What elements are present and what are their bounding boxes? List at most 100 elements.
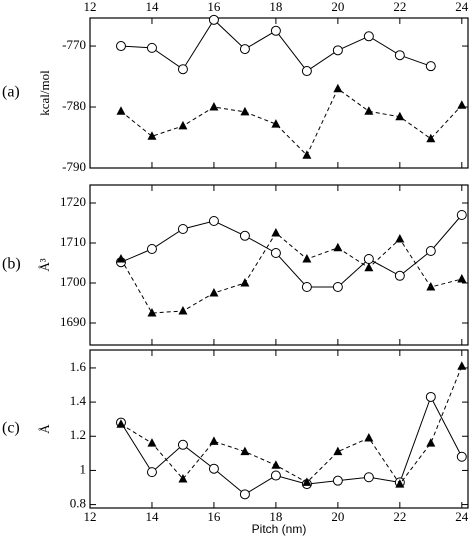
triangle-marker [271,460,281,469]
triangle-marker [116,106,126,115]
x-tick-label: 24 [455,509,469,524]
y-tick-label: -790 [62,159,86,174]
circle-marker [425,246,436,256]
circle-marker [332,45,343,56]
x-tick-label: 20 [331,509,344,524]
triangle-marker [333,242,343,252]
circle-marker [425,61,436,72]
circle-marker [208,14,219,25]
plot-frame [89,184,469,346]
x-tick-label: 20 [331,0,344,14]
panel-label: (b) [2,256,21,273]
circle-marker [208,463,219,474]
series-line [120,366,463,485]
y-tick-label: 1.6 [70,359,87,374]
triangle-marker [364,106,374,115]
circle-marker [363,254,374,264]
circle-marker [115,41,126,52]
triangle-marker [333,446,343,456]
circle-marker [456,210,467,220]
triangle-marker [364,262,374,272]
circle-marker [270,470,281,481]
triangle-marker [240,278,250,287]
y-axis-label: kcal/mol [37,70,52,116]
triangle-marker [395,479,405,488]
triangle-marker [240,446,250,456]
x-tick-label: 22 [393,509,406,524]
triangle-marker [333,83,343,93]
circle-marker [301,282,312,292]
x-tick-label: 12 [84,0,97,14]
circle-marker [363,472,374,483]
series-line [120,214,463,288]
circle-marker [177,439,188,450]
triangle-marker [209,436,219,445]
triangle-marker [147,308,157,317]
series-line [120,87,463,157]
y-tick-label: 1 [80,461,87,476]
triangle-marker [209,288,219,297]
y-tick-label: 0.8 [70,496,86,511]
x-tick-label: 14 [145,0,159,14]
x-tick-label: 16 [207,0,221,14]
series-line [120,232,462,314]
circle-marker [239,230,250,241]
triangle-marker [116,419,126,428]
triangle-marker [364,432,374,442]
triangle-marker [457,274,467,283]
plot-frame [89,349,469,509]
y-tick-label: 1.2 [70,427,86,442]
circle-marker [425,391,436,402]
circle-marker [332,282,343,292]
triangle-marker [116,254,126,263]
circle-marker [146,467,157,478]
x-tick-label: 18 [269,509,282,524]
triangle-marker [178,306,188,315]
circle-marker [301,66,312,77]
circle-marker [332,475,343,486]
panel-label: (a) [2,84,20,101]
y-tick-label: -780 [62,98,86,113]
y-tick-label: 1690 [60,314,86,329]
triangle-marker [271,228,281,237]
circle-marker [394,50,405,61]
x-tick-label: 16 [207,509,221,524]
circle-marker [239,489,250,500]
circle-marker [270,248,281,258]
triangle-marker [395,234,405,243]
triangle-marker [426,133,436,143]
triangle-marker [457,361,467,370]
circle-marker [177,224,188,234]
plot-frame [89,17,469,169]
triangle-marker [271,119,281,128]
circle-marker [363,31,374,42]
triangle-marker [240,106,250,116]
y-tick-label: 1700 [60,274,86,289]
triangle-marker [302,477,312,486]
x-tick-label: 24 [455,0,469,14]
triangle-marker [302,254,312,263]
circle-marker [394,270,405,281]
circle-marker [146,244,157,254]
x-tick-label: 12 [84,509,97,524]
triangle-marker [178,473,188,483]
circle-marker [239,44,250,55]
y-tick-label: 1.4 [70,393,87,408]
triangle-marker [395,111,405,121]
circle-marker [208,216,219,226]
x-tick-label: 14 [145,509,159,524]
y-tick-label: -770 [62,37,86,52]
triangle-marker [457,100,467,109]
panel-label: (c) [2,420,20,437]
triangle-marker [426,438,436,447]
y-axis-label: Å [37,424,52,434]
triangle-marker [178,120,188,130]
y-axis-label: Å³ [37,258,52,271]
circle-marker [456,451,467,462]
x-axis-label: Pitch (nm) [252,522,307,536]
series-line [120,395,463,495]
circle-marker [270,25,281,36]
y-tick-label: 1710 [60,234,86,249]
triangle-marker [209,102,219,111]
